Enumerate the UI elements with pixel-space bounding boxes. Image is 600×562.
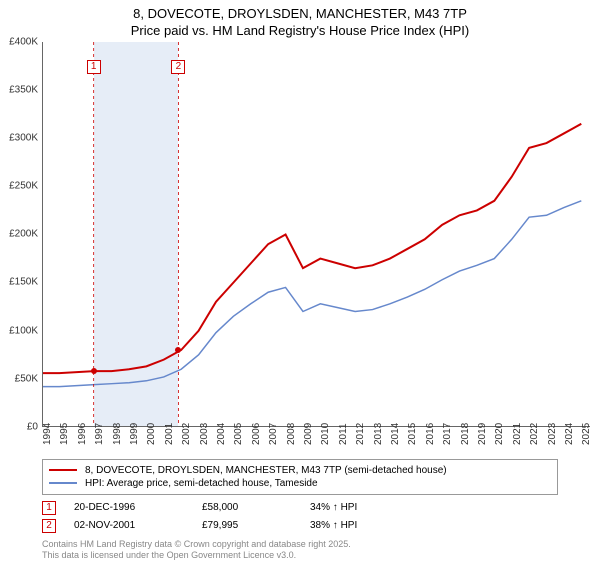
series-line — [42, 201, 581, 387]
x-axis: 1994199519961997199819992000200120022003… — [42, 427, 590, 455]
x-tick-label: 2005 — [233, 423, 244, 445]
y-tick-label: £100K — [9, 325, 38, 336]
x-tick-label: 2007 — [268, 423, 279, 445]
sale-price: £79,995 — [202, 520, 292, 531]
x-tick-label: 2010 — [320, 423, 331, 445]
x-tick-label: 2012 — [355, 423, 366, 445]
x-tick-label: 1998 — [112, 423, 123, 445]
sale-marker-box: 1 — [87, 60, 101, 74]
sale-marker-box: 2 — [171, 60, 185, 74]
x-tick-label: 2000 — [146, 423, 157, 445]
x-tick-label: 2021 — [512, 423, 523, 445]
title-line-1: 8, DOVECOTE, DROYLSDEN, MANCHESTER, M43 … — [10, 6, 590, 23]
legend-label: 8, DOVECOTE, DROYLSDEN, MANCHESTER, M43 … — [85, 465, 447, 476]
sale-row: 2 02-NOV-2001 £79,995 38% ↑ HPI — [42, 517, 558, 535]
x-tick-label: 2013 — [373, 423, 384, 445]
legend-swatch — [49, 469, 77, 471]
x-tick-label: 2017 — [442, 423, 453, 445]
chart-title: 8, DOVECOTE, DROYLSDEN, MANCHESTER, M43 … — [0, 0, 600, 42]
x-tick-label: 2011 — [338, 423, 349, 445]
x-tick-label: 2025 — [581, 423, 592, 445]
legend-item: 8, DOVECOTE, DROYLSDEN, MANCHESTER, M43 … — [49, 464, 551, 477]
legend-item: HPI: Average price, semi-detached house,… — [49, 477, 551, 490]
x-tick-label: 1994 — [42, 423, 53, 445]
x-tick-label: 2018 — [460, 423, 471, 445]
y-axis-line — [42, 42, 43, 427]
y-tick-label: £0 — [27, 421, 38, 432]
sale-row-marker: 2 — [42, 519, 56, 533]
x-tick-label: 2002 — [181, 423, 192, 445]
x-tick-label: 2024 — [564, 423, 575, 445]
x-tick-label: 1996 — [77, 423, 88, 445]
sale-date: 20-DEC-1996 — [74, 502, 184, 513]
chart-container: { "title_line1": "8, DOVECOTE, DROYLSDEN… — [0, 0, 600, 560]
sale-row: 1 20-DEC-1996 £58,000 34% ↑ HPI — [42, 499, 558, 517]
y-tick-label: £300K — [9, 133, 38, 144]
legend-swatch — [49, 482, 77, 484]
line-series-svg — [42, 42, 590, 427]
sale-delta: 38% ↑ HPI — [310, 520, 357, 531]
legend: 8, DOVECOTE, DROYLSDEN, MANCHESTER, M43 … — [42, 459, 558, 495]
y-tick-label: £400K — [9, 36, 38, 47]
plot-area: £0£50K£100K£150K£200K£250K£300K£350K£400… — [42, 42, 590, 427]
x-tick-label: 2003 — [199, 423, 210, 445]
title-line-2: Price paid vs. HM Land Registry's House … — [10, 23, 590, 40]
x-tick-label: 2019 — [477, 423, 488, 445]
y-tick-label: £350K — [9, 84, 38, 95]
x-tick-label: 2022 — [529, 423, 540, 445]
legend-label: HPI: Average price, semi-detached house,… — [85, 478, 318, 489]
x-tick-label: 2006 — [251, 423, 262, 445]
x-tick-label: 2014 — [390, 423, 401, 445]
sale-dot — [175, 347, 181, 353]
sale-dot — [91, 368, 97, 374]
y-tick-label: £200K — [9, 229, 38, 240]
y-tick-label: £150K — [9, 277, 38, 288]
sale-date: 02-NOV-2001 — [74, 520, 184, 531]
footer-line-2: This data is licensed under the Open Gov… — [42, 550, 558, 562]
x-tick-label: 2016 — [425, 423, 436, 445]
x-tick-label: 2015 — [407, 423, 418, 445]
y-axis: £0£50K£100K£150K£200K£250K£300K£350K£400… — [0, 42, 40, 427]
sales-table: 1 20-DEC-1996 £58,000 34% ↑ HPI 2 02-NOV-2001… — [42, 499, 558, 535]
x-tick-label: 2008 — [286, 423, 297, 445]
sale-delta: 34% ↑ HPI — [310, 502, 357, 513]
x-tick-label: 1997 — [94, 423, 105, 445]
x-tick-label: 1995 — [59, 423, 70, 445]
x-tick-label: 1999 — [129, 423, 140, 445]
x-tick-label: 2023 — [547, 423, 558, 445]
y-tick-label: £50K — [15, 373, 38, 384]
sale-row-marker: 1 — [42, 501, 56, 515]
footer-line-1: Contains HM Land Registry data © Crown c… — [42, 539, 558, 551]
y-tick-label: £250K — [9, 181, 38, 192]
sale-price: £58,000 — [202, 502, 292, 513]
x-tick-label: 2020 — [494, 423, 505, 445]
x-tick-label: 2009 — [303, 423, 314, 445]
series-line — [42, 124, 581, 373]
x-tick-label: 2004 — [216, 423, 227, 445]
x-tick-label: 2001 — [164, 423, 175, 445]
footer: Contains HM Land Registry data © Crown c… — [42, 539, 558, 562]
